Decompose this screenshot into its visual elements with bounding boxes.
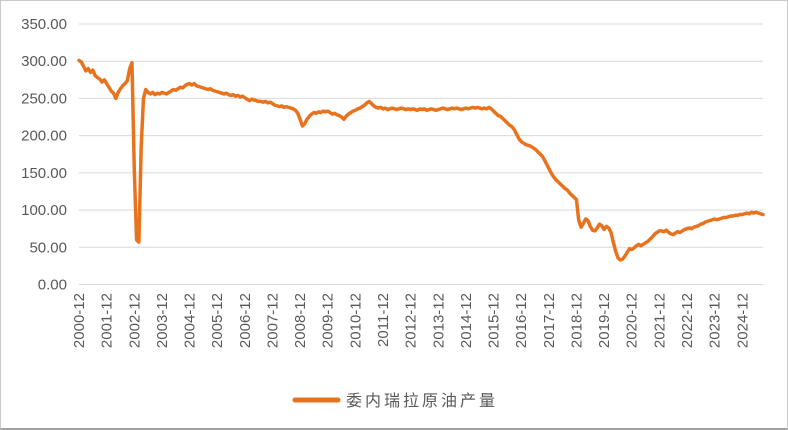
x-axis-label: 2016-12 bbox=[513, 293, 530, 348]
x-axis-label: 2003-12 bbox=[154, 293, 171, 348]
y-axis-label: 250.00 bbox=[21, 90, 67, 107]
x-axis-label: 2024-12 bbox=[734, 293, 751, 348]
x-axis-label: 2014-12 bbox=[458, 293, 475, 348]
x-axis-label: 2002-12 bbox=[126, 293, 143, 348]
x-axis-label: 2013-12 bbox=[430, 293, 447, 348]
x-axis-label: 2012-12 bbox=[403, 293, 420, 348]
x-axis-label: 2021-12 bbox=[651, 293, 668, 348]
y-axis-label: 150.00 bbox=[21, 165, 67, 182]
x-axis-label: 2006-12 bbox=[237, 293, 254, 348]
x-axis-label: 2022-12 bbox=[679, 293, 696, 348]
x-axis-label: 2008-12 bbox=[292, 293, 309, 348]
x-axis-label: 2001-12 bbox=[99, 293, 116, 348]
x-axis-label: 2020-12 bbox=[624, 293, 641, 348]
legend-series-label: 委内瑞拉原油产量 bbox=[346, 392, 498, 410]
gridlines bbox=[79, 23, 763, 285]
x-axis-label: 2015-12 bbox=[486, 293, 503, 348]
y-axis-label: 50.00 bbox=[29, 239, 67, 256]
y-axis-label: 0.00 bbox=[38, 277, 67, 294]
x-axis-label: 2005-12 bbox=[209, 293, 226, 348]
legend: 委内瑞拉原油产量 bbox=[292, 392, 498, 410]
x-axis-label: 2017-12 bbox=[541, 293, 558, 348]
x-axis-label: 2009-12 bbox=[320, 293, 337, 348]
y-axis-label: 300.00 bbox=[21, 53, 67, 70]
x-axis-label: 2023-12 bbox=[707, 293, 724, 348]
y-axis-label: 100.00 bbox=[21, 202, 67, 219]
x-axis-labels: 2000-12 2001-12 2002-12 2003-12 2004-12 2005-… bbox=[71, 293, 751, 348]
series-line-venezuela-crude-output bbox=[77, 58, 765, 262]
y-axis-label: 200.00 bbox=[21, 128, 67, 145]
x-axis-label: 2010-12 bbox=[347, 293, 364, 348]
x-axis-label: 2000-12 bbox=[71, 293, 88, 348]
x-axis-label: 2019-12 bbox=[596, 293, 613, 348]
series-lines bbox=[77, 58, 765, 262]
x-axis-label: 2011-12 bbox=[375, 293, 392, 347]
x-axis-label: 2007-12 bbox=[264, 293, 281, 348]
y-axis-label: 350.00 bbox=[21, 16, 67, 33]
x-axis-label: 2018-12 bbox=[568, 293, 585, 348]
y-axis-labels: 0.00 50.00 100.00 150.00 200.00 250.00 300.00 3… bbox=[21, 16, 67, 294]
x-axis-label: 2004-12 bbox=[182, 293, 199, 348]
